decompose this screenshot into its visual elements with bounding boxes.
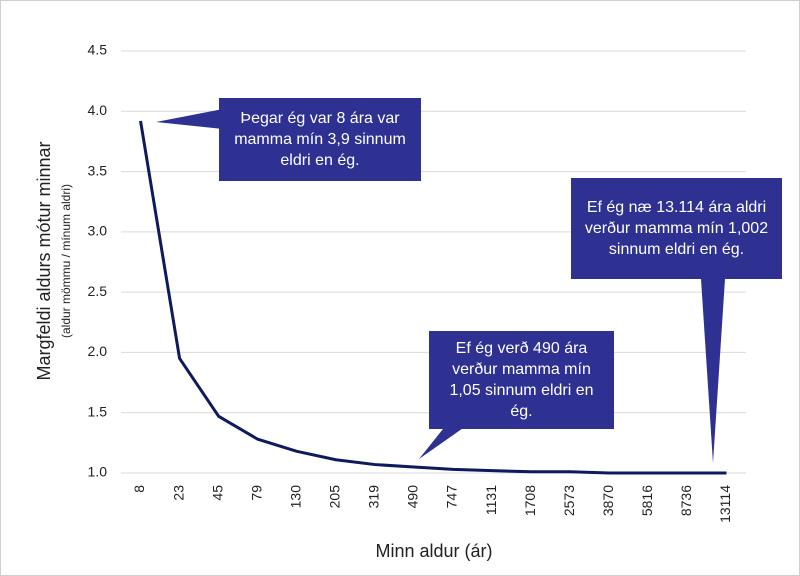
y-tick-label: 1.5	[88, 403, 108, 419]
callout-pointer	[156, 109, 223, 129]
y-tick-label: 4.0	[88, 102, 108, 118]
x-tick-label: 79	[248, 485, 264, 501]
x-tick-label: 45	[209, 485, 225, 501]
annotation: Þegar ég var 8 ára var mamma mín 3,9 sin…	[219, 98, 421, 181]
y-axis-subtitle: (aldur mömmu / mínum aldri)	[59, 184, 73, 338]
x-tick-label: 23	[170, 485, 186, 501]
x-tick-label: 8736	[678, 485, 694, 516]
x-tick-label: 130	[287, 485, 303, 509]
x-tick-label: 2573	[561, 485, 577, 516]
y-tick-label: 3.5	[88, 162, 108, 178]
y-tick-label: 2.5	[88, 283, 108, 299]
x-tick-label: 1131	[483, 485, 499, 515]
x-tick-label: 8	[131, 485, 147, 493]
annotation: Ef ég verð 490 ára verður mamma mín 1,05…	[429, 331, 614, 429]
x-tick-label: 5816	[639, 485, 655, 516]
x-tick-label: 3870	[600, 485, 616, 516]
line	[139, 120, 727, 475]
x-tick-label: 747	[444, 485, 460, 509]
x-tick-label: 319	[366, 485, 382, 509]
x-tick-label: 205	[327, 485, 343, 509]
x-tick-label: 1708	[522, 485, 538, 516]
callout-pointer	[419, 419, 476, 459]
y-tick-label: 2.0	[88, 343, 108, 359]
y-axis-title: Margfeldi aldurs mótur minnar	[34, 141, 54, 380]
x-tick-label: 13114	[717, 485, 733, 523]
y-tick-label: 1.0	[88, 464, 108, 480]
y-tick-label: 3.0	[88, 223, 108, 239]
y-tick-label: 4.5	[88, 42, 108, 58]
x-axis-title: Minn aldur (ár)	[375, 541, 492, 561]
annotation: Ef ég næ 13.114 ára aldri verður mamma m…	[571, 178, 782, 279]
callout-pointer	[701, 279, 725, 463]
x-tick-label: 490	[405, 485, 421, 509]
